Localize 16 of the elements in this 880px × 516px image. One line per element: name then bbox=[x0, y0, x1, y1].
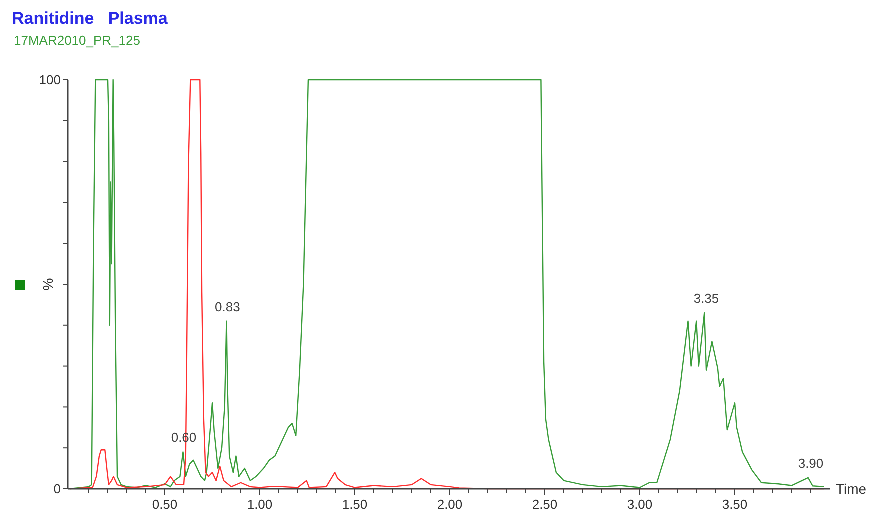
y-tick-label: 0 bbox=[54, 482, 61, 497]
annotation: 3.35 bbox=[694, 291, 720, 306]
x-tick-label: 2.50 bbox=[532, 497, 558, 512]
y-tick-label: 100 bbox=[39, 72, 61, 88]
x-tick-label: 0.50 bbox=[152, 497, 178, 512]
chart-title: Ranitidine Plasma bbox=[12, 9, 168, 28]
x-tick-label: 3.00 bbox=[627, 497, 653, 512]
x-tick-label: 2.00 bbox=[437, 497, 463, 512]
x-tick-label: 3.50 bbox=[722, 497, 748, 512]
annotation: 0.83 bbox=[215, 299, 240, 314]
x-tick-label: 1.00 bbox=[247, 497, 273, 512]
chart-subtitle: 17MAR2010_PR_125 bbox=[14, 33, 140, 48]
x-axis-title: Time bbox=[836, 481, 867, 497]
annotation: 3.90 bbox=[798, 456, 824, 471]
y-axis-title: % bbox=[40, 278, 56, 291]
x-tick-label: 1.50 bbox=[342, 497, 368, 512]
